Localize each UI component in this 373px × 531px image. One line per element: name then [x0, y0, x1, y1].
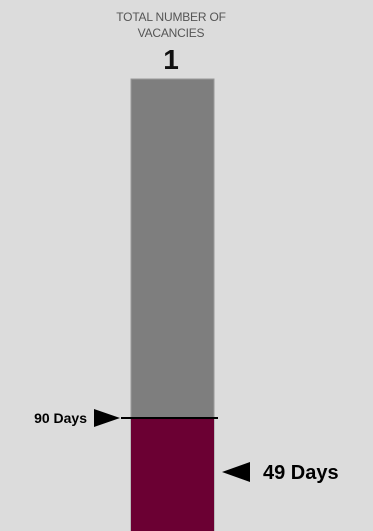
threshold-arrow-icon: [94, 409, 120, 427]
chart-title-line-2: VACANCIES: [137, 26, 205, 40]
bar-elapsed: [131, 418, 214, 531]
threshold-label: 90 Days: [34, 410, 87, 426]
value-label: 49 Days: [263, 462, 339, 484]
value-arrow-icon: [222, 462, 250, 482]
vacancy-count: 1: [163, 44, 179, 75]
chart-title-line-1: TOTAL NUMBER OF: [116, 10, 226, 24]
